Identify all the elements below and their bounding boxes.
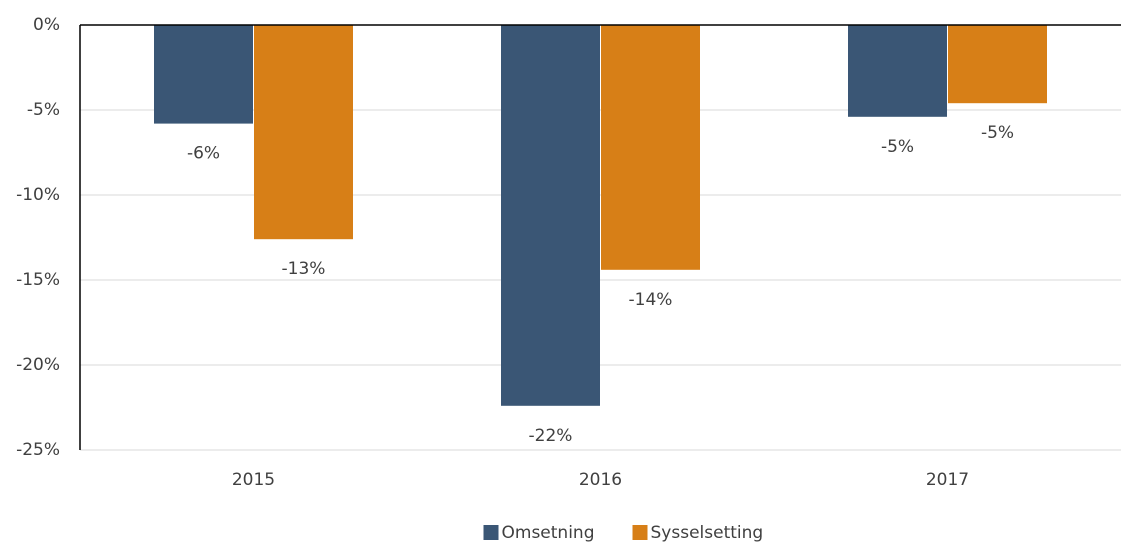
- legend-label: Omsetning: [502, 523, 595, 542]
- bar: [154, 25, 253, 124]
- y-tick-label: -5%: [27, 100, 60, 120]
- bar: [601, 25, 700, 270]
- data-label: -13%: [282, 259, 326, 279]
- y-tick-label: -10%: [16, 185, 60, 205]
- y-tick-label: -15%: [16, 270, 60, 290]
- data-label: -5%: [981, 123, 1014, 143]
- legend-label: Sysselsetting: [651, 523, 764, 542]
- data-label: -22%: [529, 426, 573, 446]
- legend-swatch: [483, 525, 499, 540]
- x-tick-label: 2015: [232, 470, 275, 490]
- bar: [501, 25, 600, 406]
- data-label: -5%: [881, 137, 914, 157]
- bar: [848, 25, 947, 117]
- bar: [948, 25, 1047, 104]
- y-tick-label: -20%: [16, 355, 60, 375]
- y-tick-label: 0%: [33, 15, 60, 35]
- data-label: -6%: [187, 144, 220, 164]
- data-label: -14%: [629, 290, 673, 310]
- y-tick-label: -25%: [16, 440, 60, 460]
- x-tick-label: 2016: [579, 470, 622, 490]
- x-tick-label: 2017: [926, 470, 969, 490]
- bar: [254, 25, 353, 240]
- legend-swatch: [632, 525, 648, 540]
